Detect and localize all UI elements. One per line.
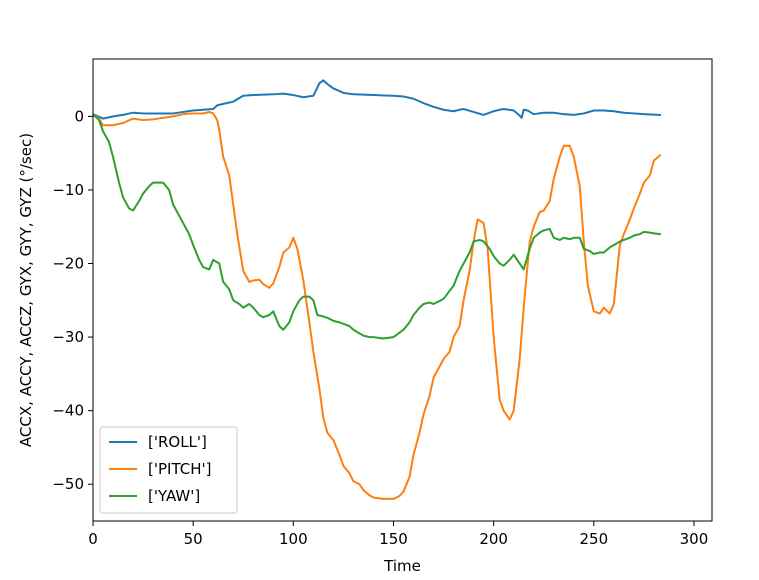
y-axis-label: ACCX, ACCY, ACCZ, GYX, GYY, GYZ (°/sec)	[17, 133, 35, 447]
x-tick-label: 200	[479, 530, 508, 548]
y-tick-label: −10	[52, 181, 84, 199]
y-tick-label: −50	[52, 475, 84, 493]
plot-lines	[93, 79, 662, 500]
x-tick-label: 300	[680, 530, 709, 548]
legend-label-1: ['ROLL']	[148, 433, 207, 451]
series-line-2	[93, 110, 662, 500]
series-line-1	[93, 79, 661, 120]
x-tick-label: 100	[279, 530, 308, 548]
legend-box	[99, 426, 238, 514]
x-tick-label: 150	[379, 530, 408, 548]
x-tick-label: 250	[579, 530, 608, 548]
y-tick-label: −40	[52, 402, 84, 420]
series-line-3	[93, 112, 662, 340]
legend-label-3: ['YAW']	[148, 487, 200, 505]
x-axis-ticks: 0 50 100 150 200 250 300	[88, 521, 708, 548]
legend: ['ROLL'] ['PITCH'] ['YAW']	[99, 426, 238, 514]
x-tick-label: 0	[88, 530, 98, 548]
x-tick-label: 50	[184, 530, 203, 548]
y-tick-label: −30	[52, 328, 84, 346]
y-tick-label: −20	[52, 255, 84, 273]
y-axis-ticks: 0 −10 −20 −30 −40 −50	[52, 107, 93, 493]
plot-frame	[92, 58, 713, 522]
x-axis-label: Time	[383, 557, 421, 575]
y-tick-label: 0	[74, 107, 84, 125]
legend-label-2: ['PITCH']	[148, 460, 211, 478]
